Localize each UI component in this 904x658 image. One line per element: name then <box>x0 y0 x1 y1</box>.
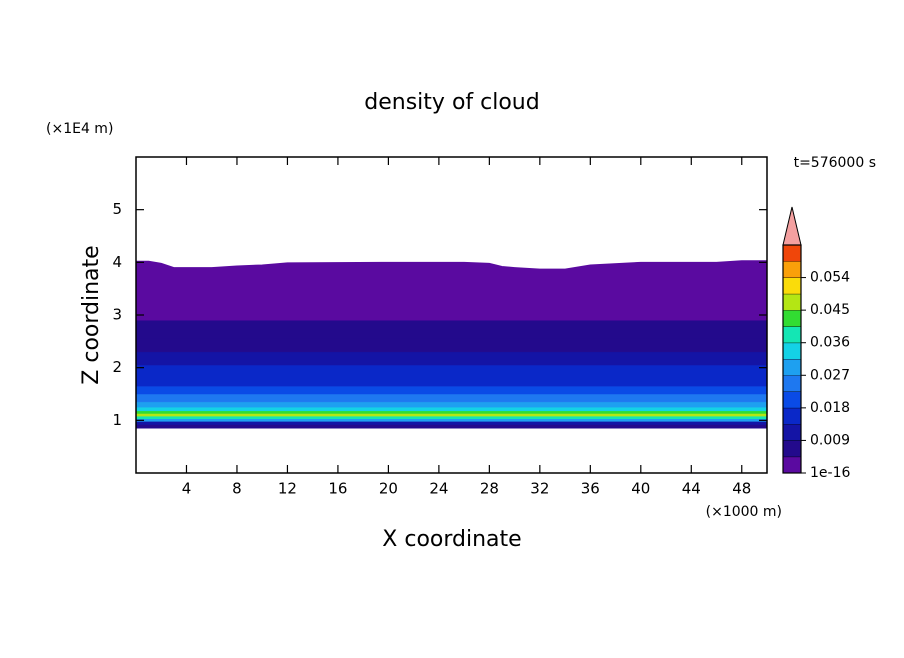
colorbar-band <box>783 326 801 343</box>
contour-layer <box>136 413 767 417</box>
colorbar-band <box>783 245 801 262</box>
contour-layer <box>136 260 767 321</box>
colorbar-tick-label: 0.009 <box>810 432 850 448</box>
colorbar-band <box>783 456 801 473</box>
colorbar-extend <box>782 206 802 246</box>
x-tick-label: 44 <box>682 480 701 498</box>
x-tick-label: 36 <box>581 480 600 498</box>
colorbar-band <box>783 391 801 408</box>
contour-layer <box>136 415 767 420</box>
x-tick-label: 48 <box>732 480 751 498</box>
x-tick-label: 40 <box>631 480 650 498</box>
y-tick-label: 3 <box>112 306 122 324</box>
contour-layer <box>136 375 767 387</box>
x-unit: (×1000 m) <box>706 504 782 520</box>
colorbar-band <box>783 407 801 425</box>
chart-title: density of cloud <box>364 90 539 115</box>
x-tick-label: 24 <box>429 480 448 498</box>
colorbar-tick-label: 0.027 <box>810 367 850 383</box>
y-tick-label: 5 <box>112 200 122 218</box>
colorbar-band <box>783 440 801 457</box>
contour-layer <box>136 351 767 366</box>
x-tick-label: 28 <box>480 480 499 498</box>
contour-layer <box>136 338 767 353</box>
contour-layer <box>136 385 767 395</box>
contour-layer <box>136 393 767 403</box>
colorbar-tick-label: 0.045 <box>810 302 850 318</box>
colorbar-band <box>783 293 801 311</box>
contour-layer <box>136 406 767 412</box>
colorbar-band <box>783 310 801 327</box>
x-tick-label: 16 <box>328 480 347 498</box>
cloud-top <box>136 260 767 270</box>
x-tick-label: 32 <box>530 480 549 498</box>
x-tick-label: 20 <box>379 480 398 498</box>
y-axis-label: Z coordinate <box>79 245 104 384</box>
y-tick-label: 1 <box>112 411 122 429</box>
contour-layer <box>136 410 767 414</box>
y-tick-label: 2 <box>112 358 122 376</box>
colorbar-band <box>783 342 801 359</box>
x-tick-label: 8 <box>232 480 242 498</box>
time-label: t=576000 s <box>794 155 876 171</box>
colorbar-band <box>783 359 801 376</box>
field <box>136 260 767 429</box>
y-unit: (×1E4 m) <box>46 121 113 137</box>
colorbar-band <box>783 424 801 441</box>
contour-layer <box>136 401 767 408</box>
colorbar-tick-label: 0.018 <box>810 400 850 416</box>
colorbar-tick-label: 1e-16 <box>810 465 850 481</box>
contour-layer <box>136 421 767 425</box>
y-tick-label: 4 <box>112 253 122 271</box>
colorbar-frame <box>782 244 802 474</box>
colorbar-tick-label: 0.054 <box>810 270 850 286</box>
colorbar-band <box>783 375 801 392</box>
colorbar-tick-label: 0.036 <box>810 335 850 351</box>
colorbar-band <box>783 277 801 294</box>
contour-layer <box>136 424 767 429</box>
x-axis-label: X coordinate <box>382 527 521 552</box>
x-tick-label: 4 <box>182 480 192 498</box>
contour-layer <box>136 418 767 422</box>
contour-layer <box>136 364 767 376</box>
x-tick-label: 12 <box>278 480 297 498</box>
colorbar-band <box>783 261 801 278</box>
contour-layer <box>136 320 767 339</box>
